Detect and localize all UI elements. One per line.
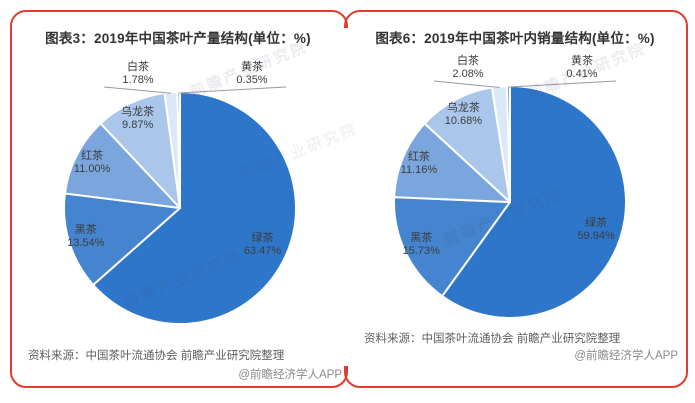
slice-label: 黄茶 0.35% (236, 61, 267, 87)
pie-svg (393, 80, 627, 319)
slice-percentage: 2.08% (452, 68, 484, 80)
slice-percentage: 0.35% (236, 74, 268, 86)
pie-svg (63, 86, 297, 325)
pie-slice (393, 196, 511, 298)
slice-label: 白茶 2.08% (452, 55, 483, 81)
chart-title: 图表6：2019年中国茶叶内销量结构(单位：%) (375, 31, 655, 46)
pie-slice (176, 91, 181, 209)
slice-name: 白茶 (126, 61, 149, 73)
pie-slice (393, 122, 511, 203)
label-leader-line (433, 80, 500, 88)
pie-slice (63, 122, 181, 209)
label-leader-line (178, 86, 287, 94)
slice-name: 黄茶 (240, 61, 263, 73)
card-junction-cover (330, 28, 358, 366)
slice-percentage: 0.41% (566, 68, 598, 80)
pie-chart: 绿茶 63.47% 黑茶 13.54% 红茶 11.00% 乌龙茶 9.87% 白茶 1.78% 黄… (60, 61, 300, 328)
pie-slice (423, 86, 511, 203)
source-note: 资料来源：中国茶叶流通协会 前瞻产业研究院整理 (364, 333, 621, 345)
pie-slice (92, 91, 297, 325)
slice-percentage: 1.78% (122, 74, 154, 86)
pie-slice (441, 85, 627, 319)
label-leader-line (508, 80, 617, 88)
slice-label: 白茶 1.78% (122, 61, 153, 87)
pie-chart: 绿茶 59.94% 黑茶 15.73% 红茶 11.16% 乌龙茶 10.68% 白茶 2.08%… (390, 55, 630, 322)
pie-slice (506, 85, 511, 203)
pie-slice (99, 92, 181, 209)
tea-production-structure-chart: 图表3：2019年中国茶叶产量结构(单位：%) 绿茶 63.47% 黑茶 13.54%… (10, 10, 346, 386)
credit-note: @前瞻经济学人APP (574, 350, 678, 362)
pie-slice (63, 192, 181, 286)
slice-name: 黄茶 (570, 55, 593, 67)
source-note: 资料来源：中国茶叶流通协会 前瞻产业研究院整理 (28, 350, 285, 362)
tea-domestic-sales-structure-chart: 图表6：2019年中国茶叶内销量结构(单位：%) 绿茶 59.94% 黑茶 15.73… (344, 10, 686, 386)
slice-name: 白茶 (456, 55, 479, 67)
label-leader-line (103, 86, 172, 94)
slice-label: 黄茶 0.41% (566, 55, 597, 81)
credit-note: @前瞻经济学人APP (238, 369, 342, 381)
chart-title: 图表3：2019年中国茶叶产量结构(单位：%) (45, 31, 311, 46)
